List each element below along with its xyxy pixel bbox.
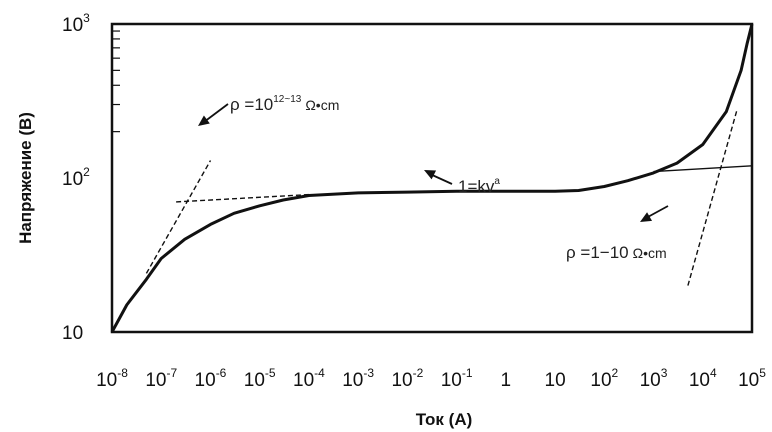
y-tick-label: 10 xyxy=(62,323,83,344)
series-layer xyxy=(110,23,754,333)
series-dashed-line-1 xyxy=(145,160,212,274)
plot-frame xyxy=(110,22,754,334)
x-tick-label: 10 xyxy=(545,370,566,391)
y-tick-labels: 10 102 103 xyxy=(62,11,90,344)
x-tick-label: 10-2 xyxy=(391,366,423,391)
y-axis-label: Напряжение (В) xyxy=(16,112,35,244)
x-tick-label: 104 xyxy=(689,366,717,391)
x-tick-label: 1 xyxy=(501,370,512,391)
annotation-arrow xyxy=(645,205,669,219)
y-tick-label: 103 xyxy=(62,11,90,36)
y-minor-ticks xyxy=(112,30,120,133)
x-tick-label: 10-6 xyxy=(195,366,227,391)
x-tick-label: 10-1 xyxy=(441,366,473,391)
x-tick-label: 103 xyxy=(640,366,668,391)
annotations: ρ =1012~13 Ω•cm 1=kva ρ =1−10 Ω•cm xyxy=(198,94,669,262)
x-axis-label: Ток (А) xyxy=(416,410,473,429)
annotation-arrowhead xyxy=(640,212,653,222)
x-tick-label: 102 xyxy=(590,366,618,391)
annotation-label: 1=kva xyxy=(458,176,500,196)
annotation-label: ρ =1−10 Ω•cm xyxy=(566,243,667,262)
series-ohmic-line-3 xyxy=(653,165,753,173)
series-dashed-line-2 xyxy=(176,193,309,203)
x-tick-label: 10-3 xyxy=(342,366,374,391)
annotation-arrow xyxy=(429,173,453,185)
x-tick-label: 105 xyxy=(738,366,766,391)
series-dashed-line-4 xyxy=(687,108,738,286)
x-tick-label: 10-7 xyxy=(145,366,177,391)
x-tick-label: 10-4 xyxy=(293,366,325,391)
x-tick-label: 10-5 xyxy=(244,366,276,391)
x-tick-label: 10-8 xyxy=(96,366,128,391)
annotation-arrowhead xyxy=(424,170,437,180)
y-tick-label: 102 xyxy=(62,165,90,190)
annotation-label: ρ =1012~13 Ω•cm xyxy=(230,94,339,114)
x-tick-labels: 10-8 10-7 10-6 10-5 10-4 10-3 10-2 10-1 1 10 102 10… xyxy=(96,366,766,391)
series-main-curve xyxy=(110,23,754,333)
annotation-arrowhead xyxy=(198,115,210,126)
annotation-arrow xyxy=(203,103,229,123)
